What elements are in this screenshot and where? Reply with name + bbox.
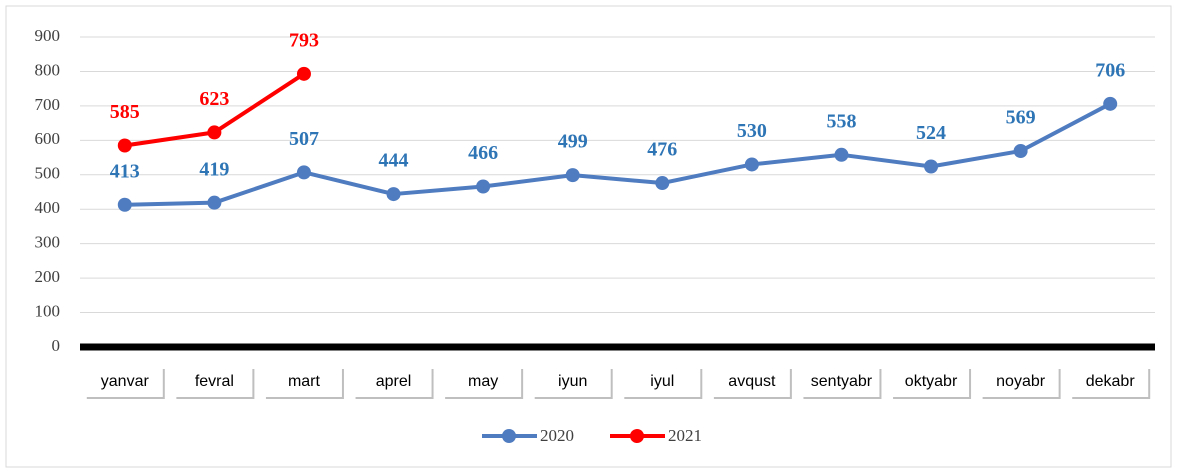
y-tick-label: 700 [35, 95, 61, 114]
x-tick-label: noyabr [996, 373, 1046, 390]
category-box [532, 367, 611, 397]
category-box [263, 367, 342, 397]
y-tick-label: 600 [35, 129, 61, 148]
point [744, 157, 759, 172]
data-label: 466 [468, 142, 498, 164]
x-tick-label: sentyabr [811, 373, 873, 390]
point [834, 147, 849, 162]
category-box [174, 367, 253, 397]
data-label: 623 [199, 88, 229, 110]
y-tick-label: 0 [52, 336, 61, 355]
point [1103, 96, 1118, 111]
x-tick-label: iyul [650, 373, 674, 390]
data-label: 569 [1006, 107, 1036, 129]
category-box [622, 367, 701, 397]
y-tick-label: 900 [35, 26, 61, 45]
point [924, 159, 939, 174]
data-label: 524 [916, 122, 946, 144]
point [386, 187, 401, 202]
data-label: 530 [737, 120, 767, 142]
point [476, 179, 491, 194]
category-box [84, 367, 163, 397]
point [296, 165, 311, 180]
point [207, 125, 222, 140]
x-tick-label: may [468, 373, 498, 390]
data-label: 507 [289, 128, 319, 150]
data-label: 419 [199, 158, 229, 180]
data-label: 793 [289, 29, 319, 51]
category-box [891, 367, 970, 397]
x-tick-label: dekabr [1086, 373, 1136, 390]
point [565, 168, 580, 183]
category-box [443, 367, 522, 397]
x-tick-label: iyun [558, 373, 587, 390]
data-label: 476 [647, 139, 677, 161]
y-tick-label: 200 [35, 267, 61, 286]
data-label: 413 [110, 160, 140, 182]
y-tick-label: 100 [35, 301, 61, 320]
point [117, 197, 132, 212]
series-line [124, 102, 1112, 207]
data-label: 706 [1095, 59, 1125, 81]
point [207, 195, 222, 210]
point [296, 66, 311, 81]
y-tick-label: 800 [35, 60, 61, 79]
data-label: 558 [826, 110, 856, 132]
x-tick-label: mart [288, 373, 321, 390]
category-box [1070, 367, 1149, 397]
legend-label: 2020 [540, 426, 574, 445]
point [117, 138, 132, 153]
point [1013, 144, 1028, 159]
legend-marker [502, 429, 516, 443]
data-label: 499 [558, 131, 588, 153]
x-tick-label: fevral [195, 373, 234, 390]
x-tick-label: aprel [376, 373, 412, 390]
x-tick-label: yanvar [101, 373, 150, 390]
category-box [353, 367, 432, 397]
legend-label: 2021 [668, 426, 702, 445]
category-box [711, 367, 790, 397]
x-tick-label: oktyabr [905, 373, 958, 390]
data-label: 585 [110, 101, 140, 123]
category-box [801, 367, 880, 397]
y-tick-label: 300 [35, 233, 61, 252]
legend-marker [630, 429, 644, 443]
x-tick-label: avqust [728, 373, 776, 390]
y-tick-label: 400 [35, 198, 61, 217]
y-tick-label: 500 [35, 164, 61, 183]
category-box [980, 367, 1059, 397]
point [655, 176, 670, 191]
data-label: 444 [379, 150, 409, 172]
